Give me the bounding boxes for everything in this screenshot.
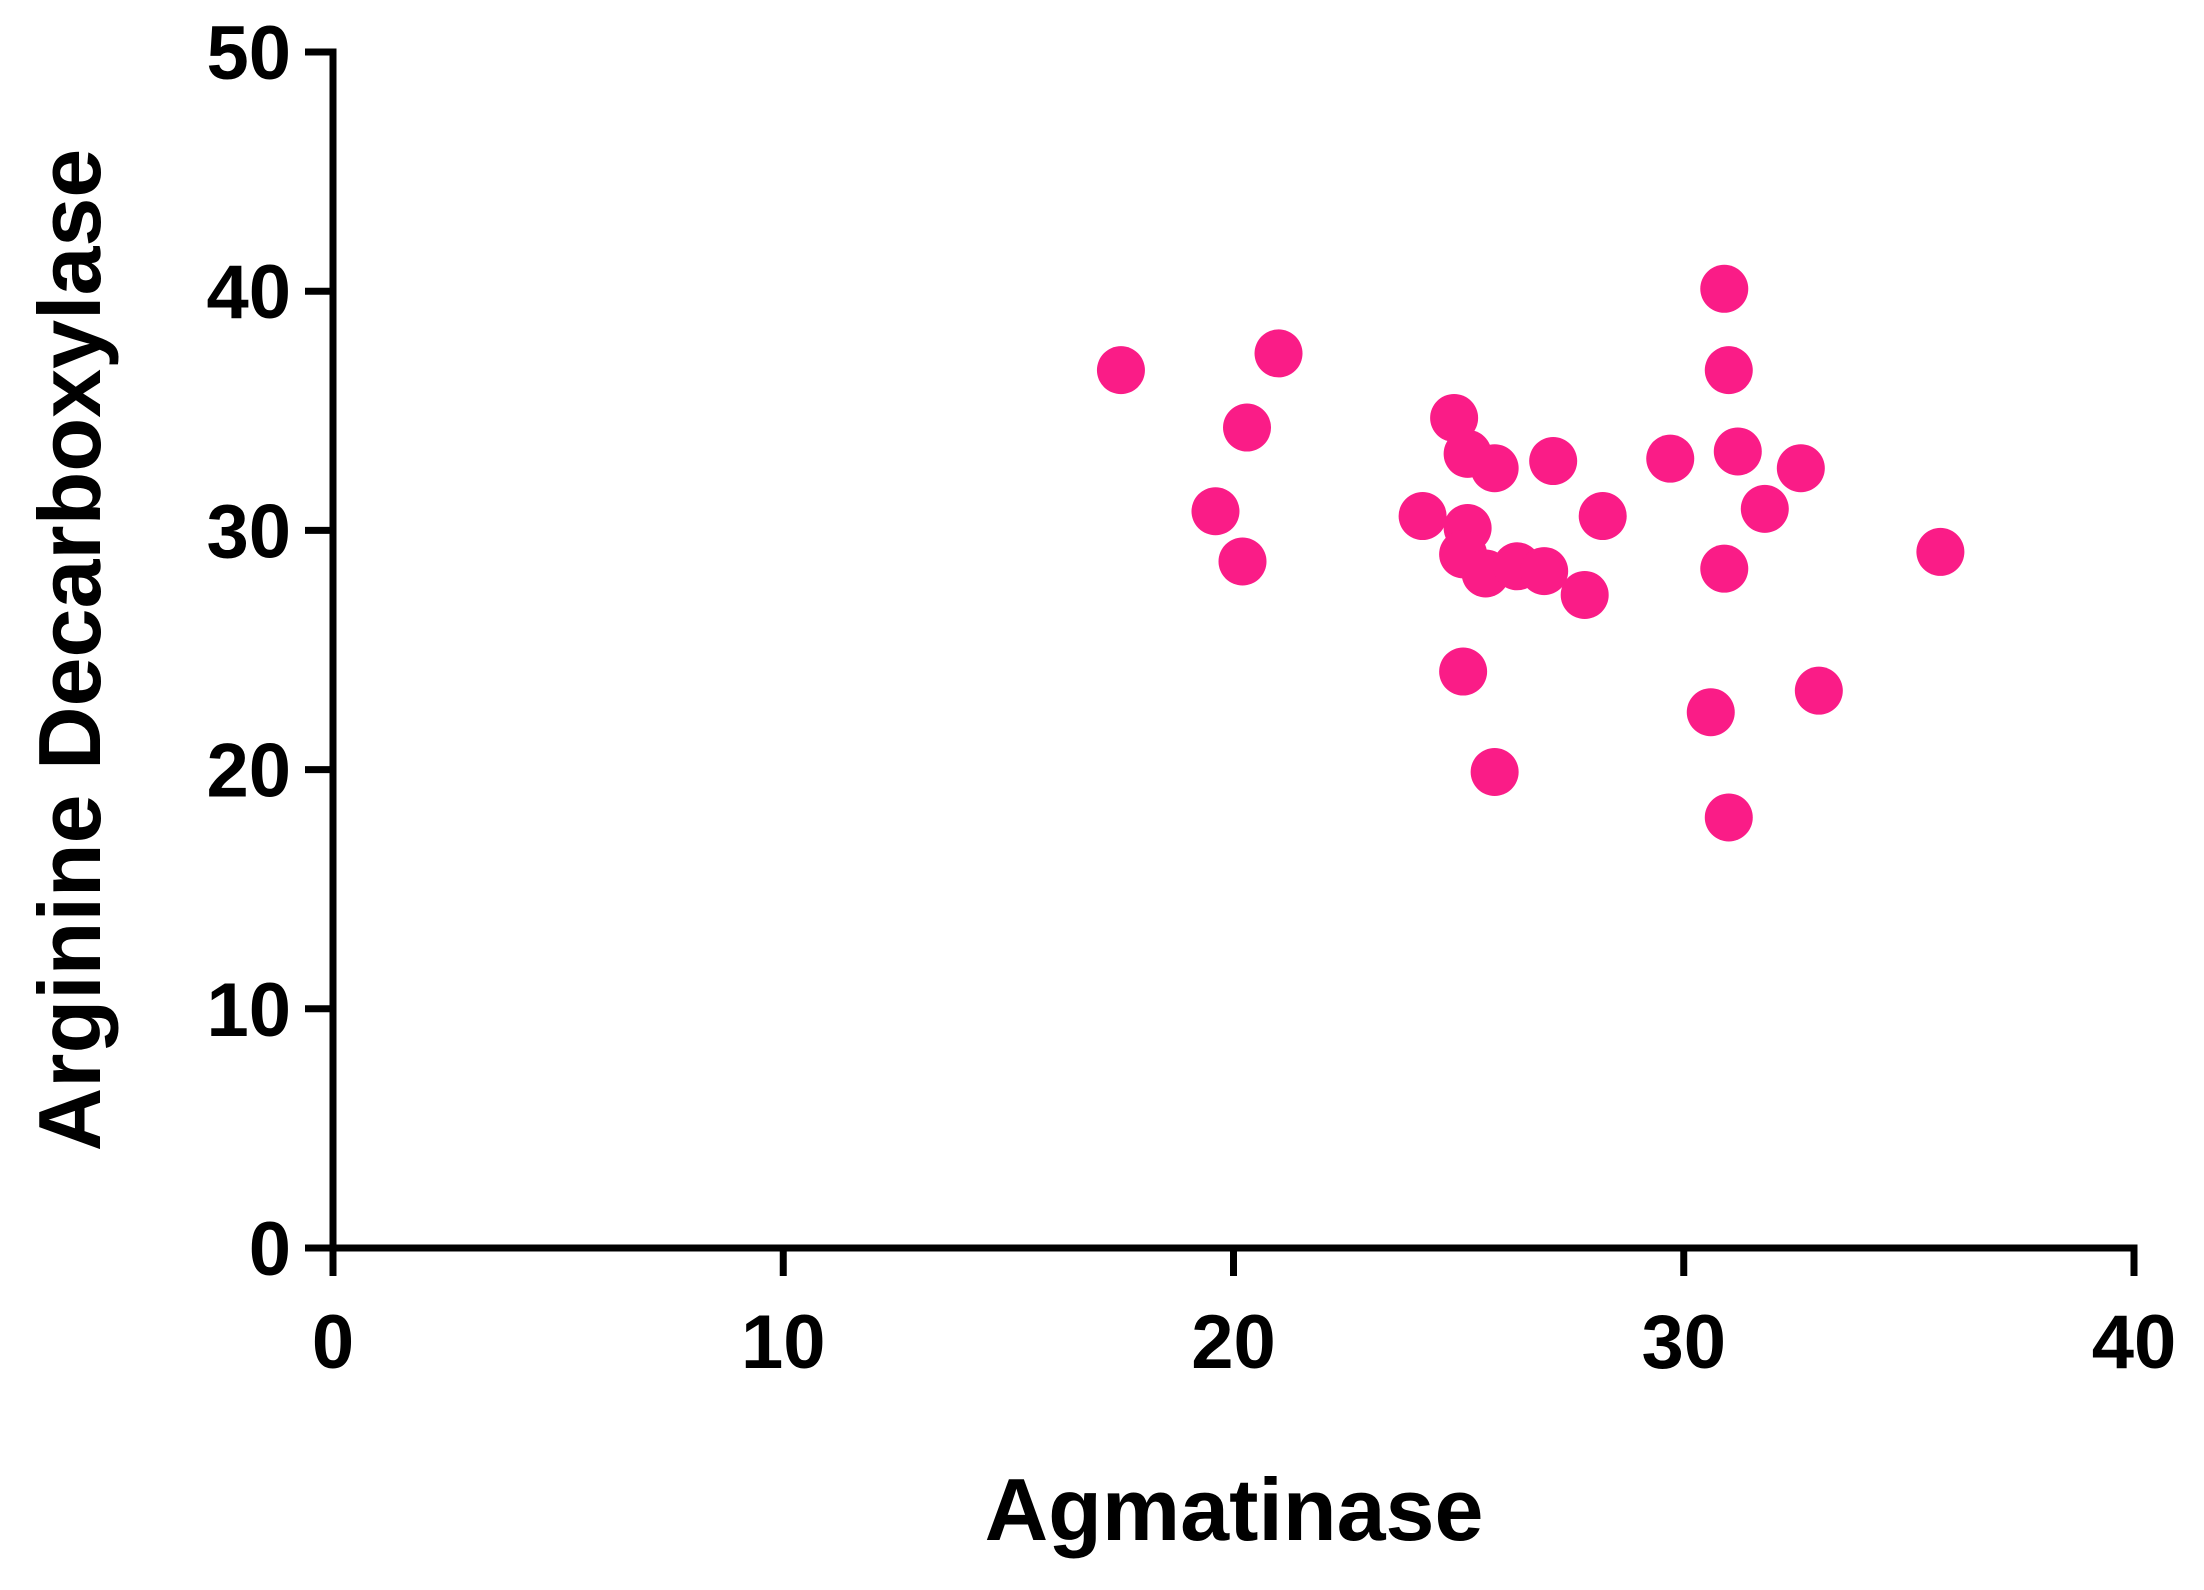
point	[1520, 547, 1569, 596]
y-tick-label: 0	[249, 1207, 291, 1292]
x-tick-label: 0	[312, 1300, 354, 1385]
x-tick-label: 10	[741, 1300, 826, 1385]
point	[1398, 492, 1447, 541]
point	[1470, 747, 1519, 796]
point	[1218, 537, 1267, 586]
x-tick-label: 20	[1191, 1300, 1276, 1385]
point	[1223, 403, 1272, 452]
point	[1704, 793, 1753, 842]
point	[1529, 437, 1578, 486]
x-tick-label: 30	[1641, 1300, 1726, 1385]
point	[1916, 527, 1965, 576]
point	[1254, 329, 1303, 378]
point	[1700, 544, 1749, 593]
point	[1700, 264, 1749, 313]
point	[1191, 487, 1240, 536]
y-tick-label: 40	[206, 250, 291, 335]
point	[1686, 688, 1735, 737]
point	[1646, 434, 1695, 483]
point	[1439, 647, 1488, 696]
point	[1704, 346, 1753, 395]
y-tick-label: 50	[206, 11, 291, 96]
point	[1470, 444, 1519, 493]
y-tick-label: 10	[206, 968, 291, 1053]
y-tick-label: 20	[206, 729, 291, 814]
point	[1560, 570, 1609, 619]
point	[1794, 666, 1843, 715]
point	[1740, 484, 1789, 533]
point	[1096, 346, 1145, 395]
x-tick-label: 40	[2092, 1300, 2177, 1385]
point	[1713, 427, 1762, 476]
y-tick-label: 30	[206, 489, 291, 574]
point	[1776, 444, 1825, 493]
y-axis-title: Arginine Decarboxylase	[20, 149, 119, 1152]
x-axis-title: Agmatinase	[985, 1460, 1484, 1559]
point	[1578, 492, 1627, 541]
